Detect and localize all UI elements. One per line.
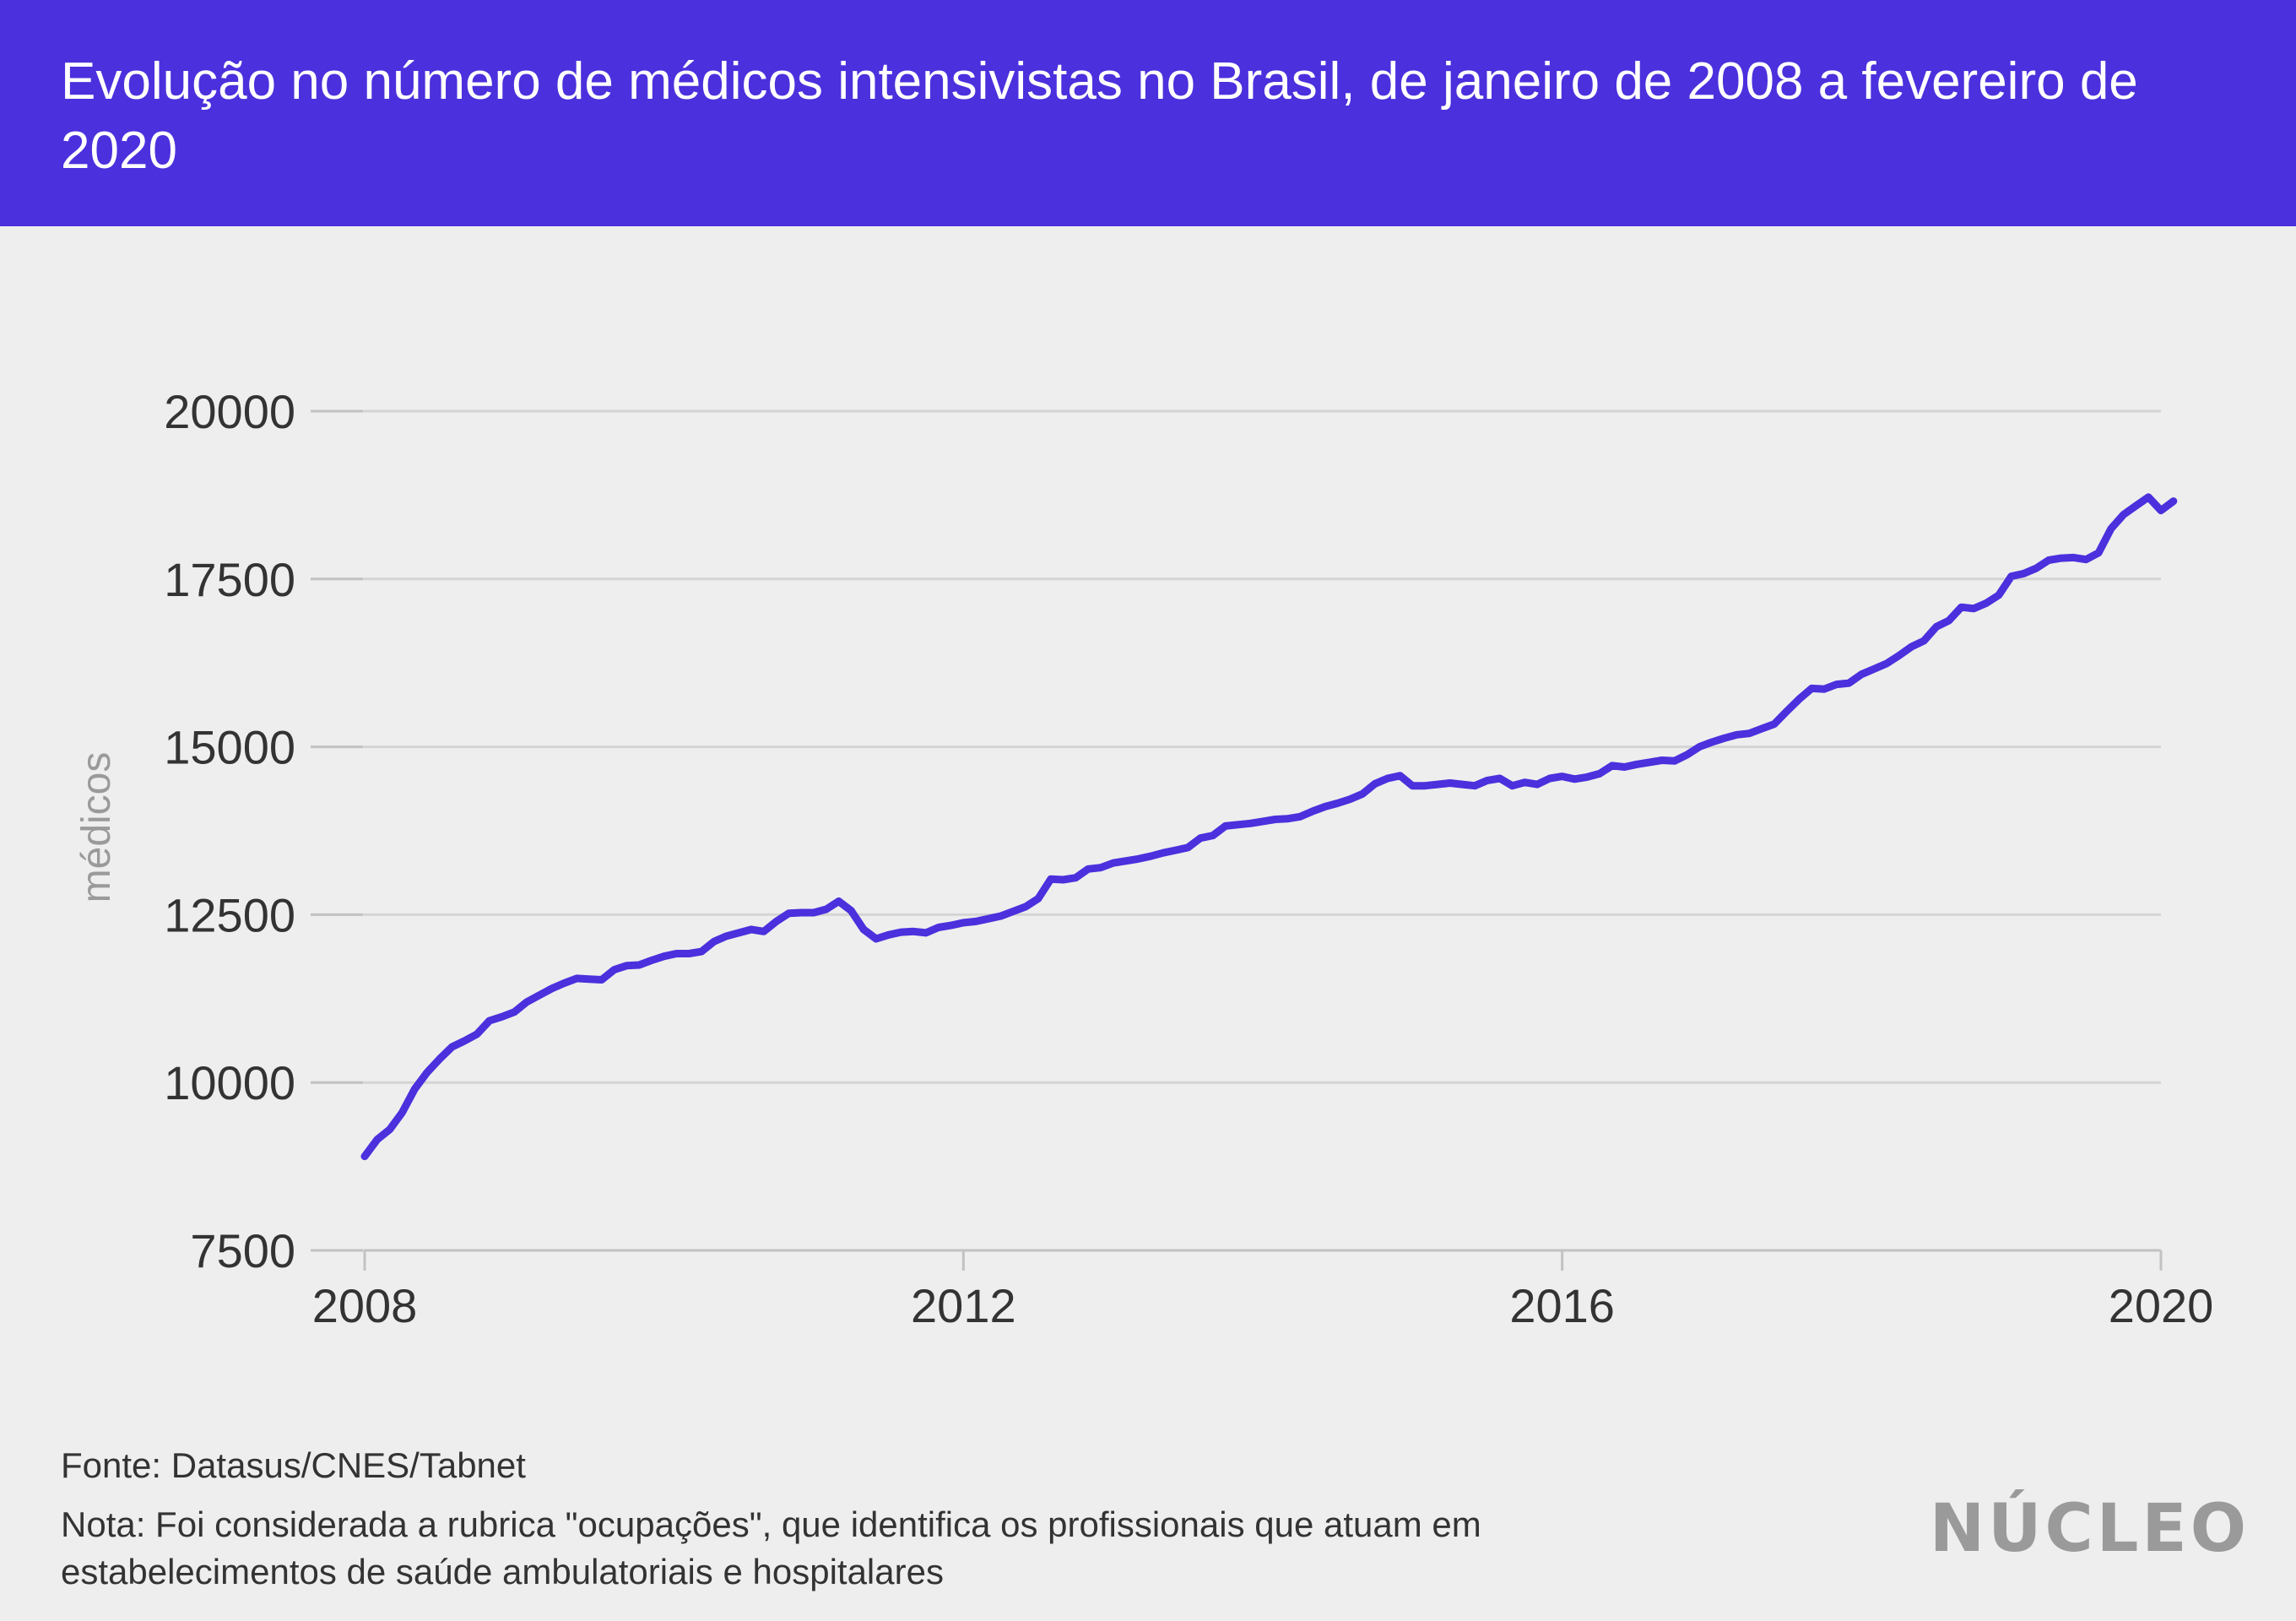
chart-area: 7500 10000 12500 15000 17500 20000 2008 2012 201… (0, 226, 2296, 1408)
chart-title: Evolução no número de médicos intensivis… (61, 52, 2138, 180)
y-tick-label-7500: 7500 (190, 1224, 295, 1277)
y-tick-label-20000: 20000 (164, 385, 295, 438)
y-tick-label-12500: 12500 (164, 888, 295, 941)
y-axis-label: médicos (74, 752, 119, 903)
axes: 7500 10000 12500 15000 17500 20000 2008 2012 201… (74, 385, 2213, 1332)
source-text: Fonte: Datasus/CNES/Tabnet (61, 1445, 526, 1485)
x-tick-label-2016: 2016 (1509, 1279, 1615, 1332)
y-tick-label-15000: 15000 (164, 721, 295, 774)
y-tick-label-10000: 10000 (164, 1056, 295, 1109)
grid-lines (311, 409, 2161, 1252)
nucleo-logo: NÚCLEO (1929, 1491, 2250, 1567)
x-tick-label-2008: 2008 (312, 1279, 418, 1332)
note-text: Nota: Foi considerada a rubrica "ocupaçõ… (61, 1504, 1481, 1591)
series (360, 493, 2178, 1161)
x-tick-label-2012: 2012 (911, 1279, 1016, 1332)
title-banner: Evolução no número de médicos intensivis… (0, 0, 2296, 226)
series-line-0 (360, 493, 2178, 1161)
x-tick-label-2020: 2020 (2109, 1279, 2214, 1332)
line-chart: 7500 10000 12500 15000 17500 20000 2008 2012 201… (74, 385, 2213, 1332)
y-tick-label-17500: 17500 (164, 553, 295, 606)
